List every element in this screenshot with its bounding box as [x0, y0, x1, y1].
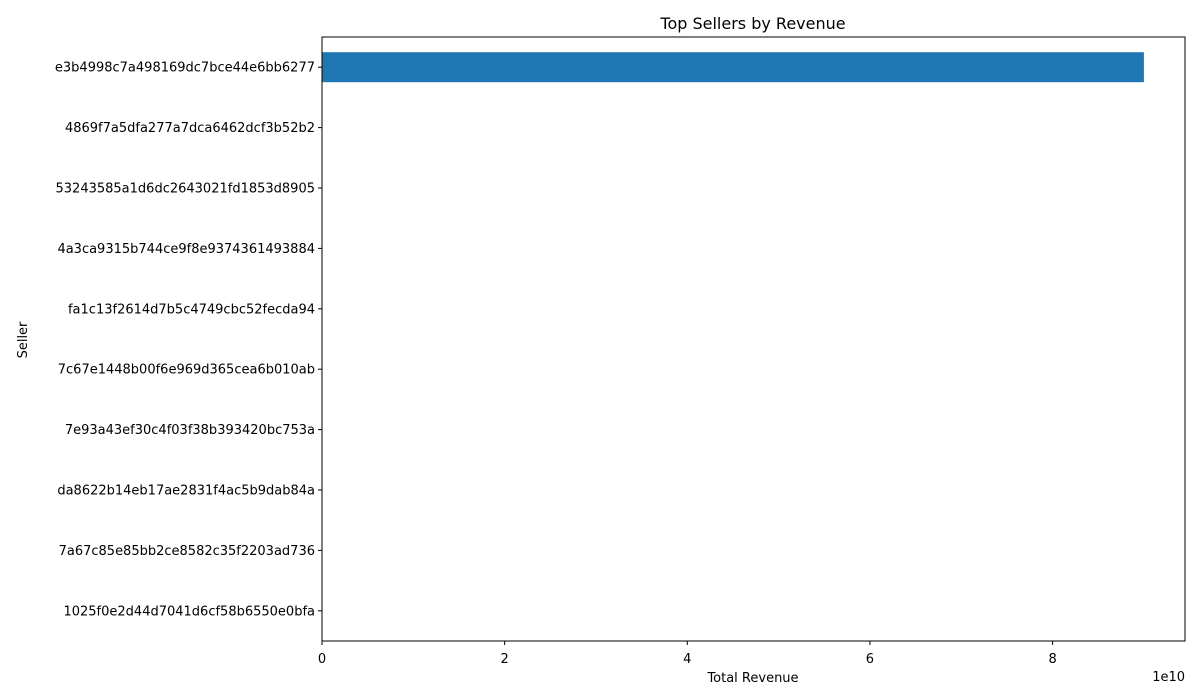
- x-axis-offset-label: 1e10: [1152, 670, 1185, 685]
- y-tick-label-3: 7e93a43ef30c4f03f38b393420bc753a: [65, 423, 315, 438]
- y-tick-label-9: e3b4998c7a498169dc7bce44e6bb6277: [55, 61, 315, 76]
- y-tick-label-6: 4a3ca9315b744ce9f8e9374361493884: [57, 242, 315, 257]
- x-tick-label-3: 6: [866, 652, 874, 667]
- chart-title: Top Sellers by Revenue: [659, 14, 845, 33]
- y-axis-label: Seller: [16, 321, 31, 358]
- y-tick-label-7: 53243585a1d6dc2643021fd1853d8905: [56, 182, 315, 197]
- y-tick-label-0: 1025f0e2d44d7041d6cf58b6550e0bfa: [63, 604, 315, 619]
- bar-series: [322, 52, 1144, 83]
- bar-9: [322, 52, 1144, 83]
- y-tick-label-5: fa1c13f2614d7b5c4749cbc52fecda94: [68, 302, 315, 317]
- x-tick-label-1: 2: [501, 652, 509, 667]
- x-axis-ticks: 0 2 4 6 8: [318, 641, 1057, 667]
- x-tick-label-0: 0: [318, 652, 326, 667]
- x-tick-label-2: 4: [683, 652, 691, 667]
- plot-area-frame: [321, 36, 1186, 642]
- y-axis-ticks: e3b4998c7a498169dc7bce44e6bb6277 4869f7a5…: [55, 61, 322, 619]
- y-tick-label-1: 7a67c85e85bb2ce8582c35f2203ad736: [59, 544, 315, 559]
- x-tick-label-4: 8: [1048, 652, 1056, 667]
- y-tick-label-4: 7c67e1448b00f6e969d365cea6b010ab: [58, 363, 315, 378]
- y-tick-label-2: da8622b14eb17ae2831f4ac5b9dab84a: [57, 484, 315, 499]
- x-axis-label: Total Revenue: [706, 671, 798, 686]
- y-tick-label-8: 4869f7a5dfa277a7dca6462dcf3b52b2: [65, 121, 315, 136]
